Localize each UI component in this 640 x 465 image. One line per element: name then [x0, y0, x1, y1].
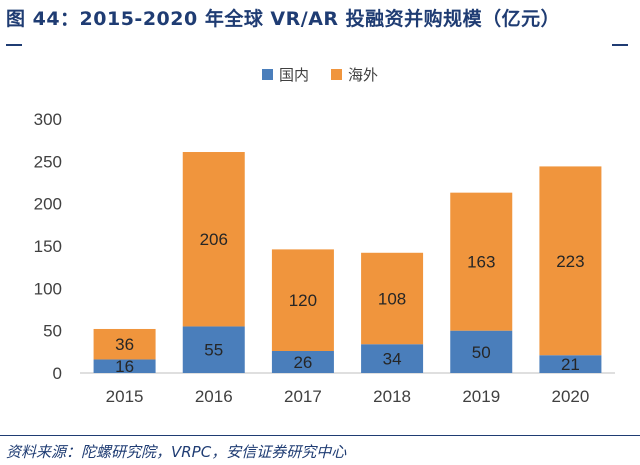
data-label-overseas-2017: 120 — [289, 291, 317, 310]
data-label-domestic-2015: 16 — [115, 357, 134, 376]
data-label-overseas-2016: 206 — [200, 230, 228, 249]
source-note: 资料来源：陀螺研究院，VRPC，安信证券研究中心 — [6, 443, 347, 461]
y-tick-label: 0 — [53, 364, 62, 383]
data-label-domestic-2020: 21 — [561, 355, 580, 374]
data-label-domestic-2019: 50 — [472, 343, 491, 362]
data-label-overseas-2020: 223 — [556, 252, 584, 271]
title-rule-left — [6, 44, 22, 46]
bar-overseas-2020 — [539, 166, 602, 356]
x-tick-label: 2018 — [373, 387, 411, 406]
legend-item-domestic: 国内 — [261, 64, 309, 85]
source-rule — [0, 435, 640, 436]
y-tick-label: 150 — [34, 237, 62, 256]
x-tick-label: 2016 — [195, 387, 233, 406]
y-tick-label: 100 — [34, 279, 62, 298]
legend-swatch-overseas — [331, 69, 342, 80]
data-label-domestic-2018: 34 — [383, 350, 402, 369]
x-tick-label: 2017 — [284, 387, 322, 406]
y-tick-label: 200 — [34, 195, 62, 214]
chart-title: 图 44：2015-2020 年全球 VR/AR 投融资并购规模（亿元） — [6, 8, 561, 30]
y-tick-label: 250 — [34, 152, 62, 171]
y-tick-label: 300 — [34, 110, 62, 129]
legend-label-overseas: 海外 — [348, 66, 379, 84]
data-label-domestic-2016: 55 — [204, 341, 223, 360]
bar-overseas-2016 — [182, 152, 245, 327]
bar-domestic-2017 — [271, 350, 334, 373]
data-label-overseas-2015: 36 — [115, 335, 134, 354]
x-tick-label: 2019 — [462, 387, 500, 406]
bar-overseas-2019 — [450, 192, 513, 331]
bar-overseas-2018 — [361, 252, 424, 345]
bar-overseas-2015 — [93, 328, 156, 360]
legend-label-domestic: 国内 — [278, 66, 309, 84]
bar-domestic-2016 — [182, 326, 245, 373]
data-label-overseas-2018: 108 — [378, 289, 406, 308]
bar-overseas-2017 — [271, 249, 334, 351]
title-rule-right — [612, 44, 628, 46]
bar-domestic-2019 — [450, 330, 513, 373]
bar-domestic-2020 — [539, 355, 602, 373]
x-tick-label: 2020 — [552, 387, 590, 406]
x-tick-label: 2015 — [106, 387, 144, 406]
y-tick-label: 50 — [43, 322, 62, 341]
bar-domestic-2018 — [361, 344, 424, 373]
bar-domestic-2015 — [93, 359, 156, 373]
data-label-overseas-2019: 163 — [467, 253, 495, 272]
legend: 国内 海外 — [0, 64, 640, 85]
data-label-domestic-2017: 26 — [293, 353, 312, 372]
legend-item-overseas: 海外 — [331, 64, 378, 85]
legend-swatch-domestic — [261, 69, 273, 80]
